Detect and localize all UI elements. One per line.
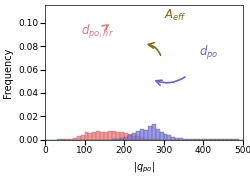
Bar [100, 132, 104, 140]
Bar [148, 139, 152, 140]
Bar [57, 139, 61, 140]
Bar [132, 136, 136, 140]
Bar [227, 139, 231, 140]
Bar [112, 131, 116, 140]
Text: $d_{po}$: $d_{po}$ [199, 45, 218, 62]
Y-axis label: Frequency: Frequency [3, 47, 13, 98]
Bar [120, 139, 124, 140]
Bar [84, 132, 88, 140]
Bar [128, 135, 132, 140]
Bar [234, 139, 238, 140]
Bar [156, 139, 160, 140]
Bar [199, 139, 203, 140]
Bar [231, 139, 234, 140]
Bar [160, 132, 164, 140]
Bar [219, 139, 223, 140]
Bar [211, 139, 215, 140]
Bar [116, 132, 120, 140]
Bar [120, 132, 124, 140]
Bar [116, 139, 120, 140]
Bar [69, 139, 73, 140]
Bar [191, 139, 195, 140]
Bar [152, 139, 156, 140]
Bar [73, 138, 76, 140]
Bar [132, 133, 136, 140]
Bar [88, 133, 92, 140]
Bar [164, 134, 168, 140]
Bar [144, 130, 148, 140]
Bar [195, 139, 199, 140]
Bar [179, 138, 183, 140]
Bar [203, 139, 207, 140]
Bar [124, 137, 128, 140]
Bar [175, 138, 179, 140]
Bar [223, 139, 227, 140]
Bar [187, 139, 191, 140]
Bar [136, 136, 140, 140]
Bar [96, 131, 100, 140]
Bar [148, 127, 152, 140]
Bar [108, 131, 112, 140]
Bar [183, 139, 187, 140]
Bar [152, 124, 156, 140]
X-axis label: $|q_{po}|$: $|q_{po}|$ [132, 160, 155, 175]
Bar [112, 139, 116, 140]
Bar [92, 132, 96, 140]
Text: $d_{po,nr}$: $d_{po,nr}$ [80, 23, 114, 41]
Bar [207, 139, 211, 140]
Bar [156, 129, 160, 140]
Bar [104, 132, 108, 140]
Bar [124, 133, 128, 140]
Bar [215, 139, 219, 140]
Bar [168, 135, 172, 140]
Bar [140, 137, 144, 140]
Bar [80, 135, 84, 140]
Bar [172, 137, 175, 140]
Text: $A_{eff}$: $A_{eff}$ [164, 8, 186, 23]
Bar [144, 139, 148, 140]
Bar [61, 139, 65, 140]
Bar [136, 131, 140, 140]
Bar [128, 134, 132, 140]
Bar [65, 139, 69, 140]
Bar [140, 129, 144, 140]
Bar [76, 136, 80, 140]
